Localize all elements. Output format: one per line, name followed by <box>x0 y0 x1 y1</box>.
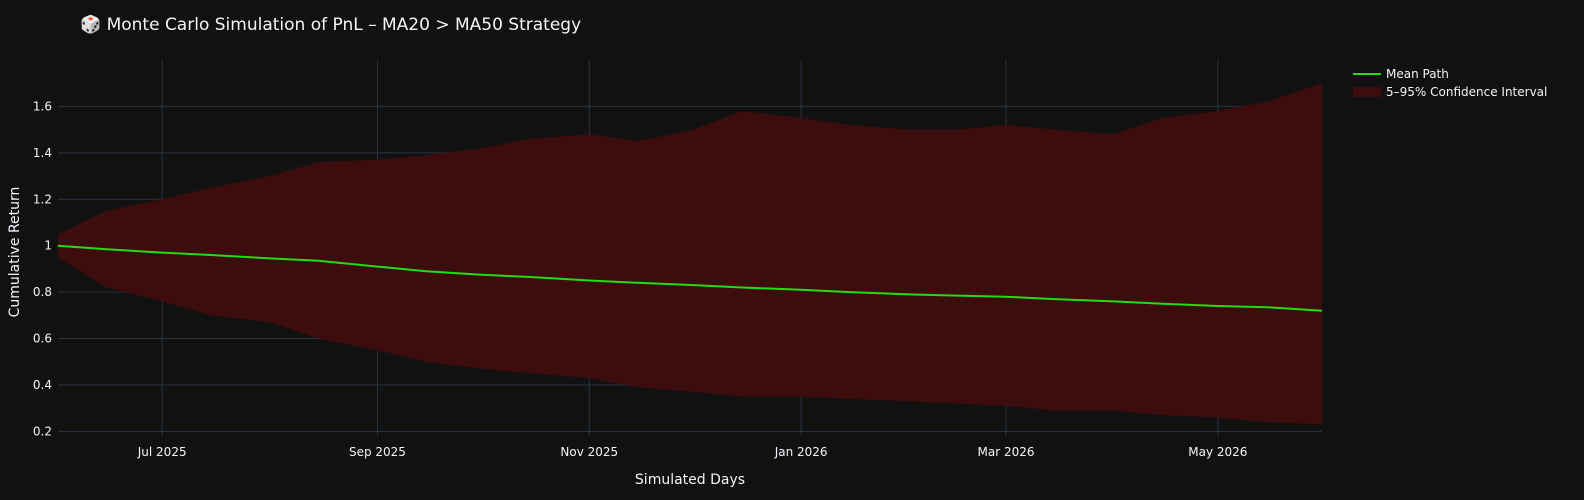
legend-item-mean-path[interactable]: Mean Path <box>1353 67 1449 81</box>
x-tick-label: Nov 2025 <box>560 445 618 459</box>
legend-label-mean-path: Mean Path <box>1386 67 1449 81</box>
y-tick-label: 0.6 <box>33 332 52 346</box>
y-axis-title: Cumulative Return <box>7 187 23 318</box>
x-tick-label: May 2026 <box>1188 445 1247 459</box>
x-tick-label: Mar 2026 <box>978 445 1035 459</box>
y-tick-label: 0.4 <box>33 378 52 392</box>
legend-item-confidence-interval[interactable]: 5–95% Confidence Interval <box>1353 85 1547 99</box>
y-tick-label: 1 <box>44 239 52 253</box>
band-layer <box>58 83 1322 425</box>
y-tick-label: 1.4 <box>33 146 52 160</box>
confidence-band-area <box>58 83 1322 425</box>
x-tick-label: Sep 2025 <box>349 445 406 459</box>
y-tick-label: 1.2 <box>33 192 52 206</box>
y-tick-labels: 0.2 0.4 0.6 0.8 1 1.2 1.4 1.6 <box>33 99 52 438</box>
x-tick-label: Jul 2025 <box>137 445 187 459</box>
y-tick-label: 0.8 <box>33 285 52 299</box>
x-axis-title: Simulated Days <box>635 472 745 488</box>
legend-band-swatch <box>1353 87 1381 97</box>
x-tick-labels: Jul 2025 Sep 2025 Nov 2025 Jan 2026 Mar 2026… <box>137 445 1248 459</box>
mean-path-line <box>57 244 1323 312</box>
line-layer <box>57 244 1323 312</box>
chart-title: 🎲 Monte Carlo Simulation of PnL – MA20 >… <box>80 14 581 35</box>
y-tick-label: 0.2 <box>33 424 52 438</box>
legend-label-confidence-interval: 5–95% Confidence Interval <box>1386 85 1547 99</box>
x-tick-label: Jan 2026 <box>774 445 828 459</box>
y-tick-label: 1.6 <box>33 99 52 113</box>
legend[interactable]: Mean Path 5–95% Confidence Interval <box>1353 67 1547 99</box>
